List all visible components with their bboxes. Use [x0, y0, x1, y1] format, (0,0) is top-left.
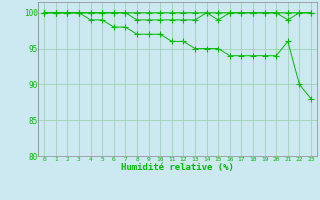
X-axis label: Humidité relative (%): Humidité relative (%)	[121, 163, 234, 172]
